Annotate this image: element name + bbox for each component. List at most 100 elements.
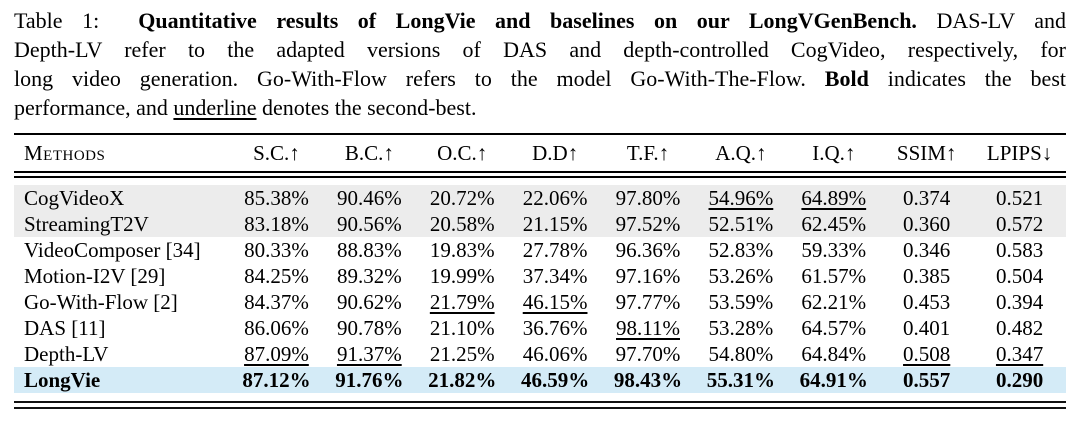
metric-cell: 0.504 (973, 263, 1066, 289)
metric-value: 0.346 (903, 238, 951, 262)
metric-cell: 97.16% (602, 263, 695, 289)
metric-value: 97.16% (615, 264, 681, 288)
metric-value: 98.11% (616, 316, 680, 340)
metric-value: 62.45% (801, 212, 867, 236)
metric-cell: 46.06% (509, 341, 602, 367)
metric-value: 20.58% (429, 212, 495, 236)
table-header: Methods S.C.↑ B.C.↑ O.C.↑ D.D↑ T.F.↑ A.Q.↑ I.Q.… (14, 134, 1067, 178)
column-header: S.C.↑ (230, 134, 323, 178)
metric-value: 27.78% (522, 238, 588, 262)
metric-value: 96.36% (615, 238, 681, 262)
metric-cell: 64.89% (787, 185, 880, 211)
metric-value: 0.482 (995, 316, 1044, 340)
metric-cell: 54.96% (694, 185, 787, 211)
metric-cell: 36.76% (509, 315, 602, 341)
metric-cell: 87.09% (230, 341, 323, 367)
metric-value: 0.347 (995, 342, 1044, 366)
caption-segment: Bold (824, 66, 869, 91)
caption-segment: underline (173, 95, 257, 120)
method-name: Depth-LV (24, 342, 109, 366)
metric-cell: 55.31% (694, 367, 787, 393)
column-header: Methods (14, 134, 230, 178)
metric-cell: 86.06% (230, 315, 323, 341)
metric-cell: 53.26% (694, 263, 787, 289)
table-row: LongVie 87.12% 91.76% 21.82% 46.59% 98.43% 55.… (14, 367, 1067, 393)
metric-cell: 62.21% (787, 289, 880, 315)
metric-cell: 0.583 (973, 237, 1066, 263)
metric-value: 90.46% (336, 186, 402, 210)
metric-value: 0.401 (903, 316, 951, 340)
metric-cell: 0.346 (880, 237, 973, 263)
metric-cell: 80.33% (230, 237, 323, 263)
metric-cell: 27.78% (509, 237, 602, 263)
metric-cell: 85.38% (230, 185, 323, 211)
metric-cell: 21.15% (509, 211, 602, 237)
metric-cell: 90.46% (323, 185, 416, 211)
metric-value: 62.21% (801, 290, 867, 314)
metric-cell: 97.80% (602, 185, 695, 211)
metric-value: 98.43% (613, 368, 683, 392)
method-name: Go-With-Flow [2] (24, 290, 178, 314)
caption-segment: long video generation. Go-With-Flow refe… (14, 66, 825, 91)
metric-cell: 21.79% (416, 289, 509, 315)
metric-value: 53.26% (708, 264, 774, 288)
table-caption: Table 1: Quantitative results of LongVie… (14, 6, 1066, 122)
metric-value: 21.10% (429, 316, 495, 340)
spacer-row (14, 174, 1067, 185)
metric-cell: 90.78% (323, 315, 416, 341)
metric-value: 90.56% (336, 212, 402, 236)
method-name: CogVideoX (24, 186, 125, 210)
metric-cell: 0.374 (880, 185, 973, 211)
metric-cell: 90.62% (323, 289, 416, 315)
caption-segment: DAS-LV and (916, 8, 1067, 33)
metric-value: 59.33% (801, 238, 867, 262)
metric-value: 64.84% (801, 342, 867, 366)
column-header: A.Q.↑ (694, 134, 788, 178)
metric-value: 52.51% (708, 212, 774, 236)
metric-cell: 20.72% (416, 185, 509, 211)
metric-cell: 64.91% (787, 367, 880, 393)
header-row: Methods S.C.↑ B.C.↑ O.C.↑ D.D↑ T.F.↑ A.Q.↑ I.Q.… (14, 134, 1067, 178)
metric-cell: 0.557 (880, 367, 973, 393)
metric-value: 19.83% (429, 238, 495, 262)
table-row: DAS [11] 86.06% 90.78% 21.10% 36.76% 98.11% 53… (14, 315, 1067, 341)
metric-value: 0.521 (995, 186, 1044, 210)
metric-value: 0.508 (903, 342, 951, 366)
metric-cell: 91.76% (323, 367, 416, 393)
metric-cell: 37.34% (509, 263, 602, 289)
metric-value: 90.62% (336, 290, 402, 314)
column-header: T.F.↑ (601, 134, 695, 178)
metric-cell: 0.482 (973, 315, 1066, 341)
metric-cell: 0.508 (880, 341, 973, 367)
metric-value: 0.394 (995, 290, 1044, 314)
metric-value: 37.34% (522, 264, 588, 288)
metric-value: 97.77% (615, 290, 681, 314)
method-name: LongVie (24, 368, 101, 392)
caption-line: performance, and underline denotes the s… (14, 93, 1066, 122)
metric-cell: 97.70% (602, 341, 695, 367)
metric-cell: 20.58% (416, 211, 509, 237)
metric-value: 0.504 (995, 264, 1044, 288)
metric-cell: 46.59% (509, 367, 602, 393)
metric-cell: 0.360 (880, 211, 973, 237)
table-row: Motion-I2V [29] 84.25% 89.32% 19.99% 37.34% 9… (14, 263, 1067, 289)
metric-value: 20.72% (429, 186, 495, 210)
metric-cell: 96.36% (602, 237, 695, 263)
metric-cell: 91.37% (323, 341, 416, 367)
caption-line: Depth-LV refer to the adapted versions o… (14, 35, 1066, 64)
metric-value: 0.290 (995, 368, 1044, 392)
metric-value: 84.37% (244, 290, 309, 314)
table-body: CogVideoX 85.38% 90.46% 20.72% 22.06% 97.80% 5… (14, 174, 1067, 393)
metric-value: 89.32% (336, 264, 402, 288)
table-row: VideoComposer [34] 80.33% 88.83% 19.83% 27.7… (14, 237, 1067, 263)
metric-value: 53.28% (708, 316, 774, 340)
metric-cell: 0.401 (880, 315, 973, 341)
caption-segment: Depth-LV refer to the adapted versions o… (14, 37, 1066, 62)
metric-cell: 59.33% (787, 237, 880, 263)
metric-value: 0.360 (903, 212, 951, 236)
metric-value: 86.06% (244, 316, 309, 340)
metric-cell: 0.385 (880, 263, 973, 289)
metric-cell: 97.77% (602, 289, 695, 315)
table-row: Go-With-Flow [2] 84.37% 90.62% 21.79% 46.15%… (14, 289, 1067, 315)
metric-value: 88.83% (336, 238, 402, 262)
